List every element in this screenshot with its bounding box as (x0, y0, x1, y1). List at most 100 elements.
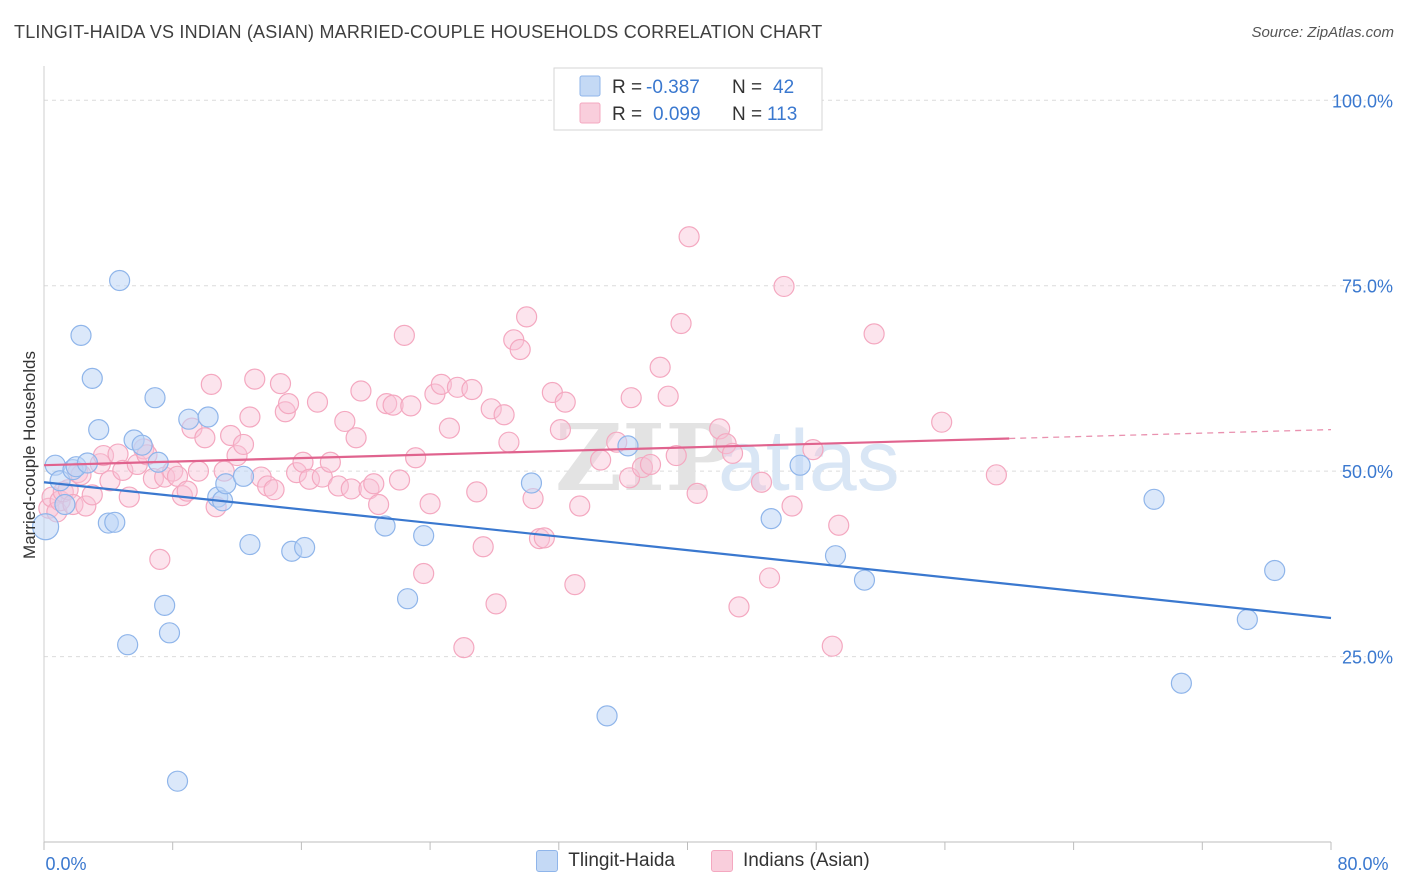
tlingit-haida-point-41 (1170, 672, 1192, 694)
tlingit-haida-point-3 (54, 493, 76, 516)
indians-asian-point-64 (413, 562, 435, 585)
legend-n-label-pink: N = (732, 104, 767, 125)
indians-asian-point-96 (657, 385, 679, 407)
y-tick-label-0: 25.0% (1342, 648, 1393, 668)
tlingit-haida-point-8 (81, 367, 103, 390)
indians-asian-point-106 (758, 567, 781, 589)
legend-r-value-pink: 0.099 (653, 104, 701, 125)
legend-item-tlingit-haida: Tlingit-Haida (536, 850, 675, 872)
indians-asian-point-36 (239, 406, 261, 428)
indians-asian-point-77 (498, 431, 520, 453)
trend-lines (43, 428, 1332, 620)
grid-lines (44, 99, 1366, 658)
indians-asian-point-67 (430, 373, 452, 395)
indians-asian-point-88 (569, 495, 591, 517)
indians-asian-point-51 (334, 410, 356, 433)
indians-asian-point-52 (340, 478, 362, 500)
tlingit-haida-point-13 (117, 634, 139, 656)
y-axis-label: Married-couple Households (20, 351, 39, 559)
x-tick-labels: 0.0% 80.0% (45, 854, 1388, 874)
tlingit-haida-point-21 (178, 408, 200, 430)
indians-asian-point-75 (485, 593, 507, 615)
tlingit-haida-point-38 (824, 545, 847, 567)
y-tick-label-3: 100.0% (1332, 91, 1393, 111)
indians-asian-point-56 (363, 473, 385, 495)
tlingit-haida-point-9 (88, 418, 110, 441)
indians-asian-point-70 (453, 637, 475, 659)
indians-asian-point-107 (773, 275, 795, 298)
tlingit-haida-point-27 (239, 533, 261, 556)
indians-asian-point-35 (232, 433, 255, 456)
tlingit-haida-point-36 (760, 507, 782, 530)
indians-asian-point-33 (220, 424, 242, 447)
indians-asian-point-65 (419, 493, 441, 515)
indians-asian-point-46 (298, 468, 321, 490)
legend-label-tlingit-haida: Tlingit-Haida (568, 850, 675, 871)
axes (43, 66, 1332, 850)
tlingit-haida-point-0 (32, 513, 60, 541)
indians-asian-point-86 (554, 391, 576, 413)
legend-n-label-blue: N = (732, 77, 767, 98)
legend-r-label-pink: R = (612, 104, 647, 125)
legend-item-indians-asian: Indians (Asian) (710, 850, 870, 872)
indians-asian-trend-line-extension (1009, 428, 1332, 440)
tlingit-haida-points (32, 269, 1286, 792)
indians-asian-point-71 (461, 378, 483, 401)
indians-asian-point-85 (549, 418, 572, 441)
indians-asian-point-83 (533, 527, 555, 549)
tlingit-haida-point-35 (617, 435, 639, 457)
indians-asian-point-53 (345, 427, 367, 449)
indians-asian-point-50 (327, 475, 350, 497)
legend-swatch-pink (579, 102, 601, 124)
indians-asian-point-28 (187, 460, 210, 482)
indians-asian-point-73 (472, 536, 494, 558)
tlingit-haida-point-39 (853, 569, 876, 591)
indians-asian-point-63 (405, 447, 427, 469)
indians-asian-point-74 (480, 398, 502, 420)
tlingit-haida-point-43 (1236, 608, 1258, 631)
tlingit-haida-point-37 (789, 454, 811, 476)
indians-asian-point-59 (382, 394, 404, 416)
indians-asian-point-43 (277, 393, 300, 415)
indians-asian-point-104 (728, 596, 750, 618)
stats-legend: R = -0.387 N = 42 R = 0.099 N = 113 (553, 67, 823, 131)
tlingit-haida-point-30 (374, 515, 396, 537)
indians-asian-point-41 (269, 373, 292, 395)
tlingit-haida-point-12 (109, 269, 131, 292)
tlingit-haida-point-25 (215, 473, 237, 495)
indians-asian-point-112 (863, 323, 885, 345)
indians-asian-point-108 (781, 495, 803, 517)
indians-asian-point-49 (319, 451, 341, 473)
indians-asian-point-68 (438, 417, 461, 439)
tlingit-haida-point-20 (166, 770, 189, 792)
y-tick-label-2: 75.0% (1342, 277, 1393, 297)
indians-asian-point-113 (931, 411, 953, 433)
indians-asian-point-9 (75, 495, 97, 517)
tlingit-haida-point-40 (1143, 488, 1165, 510)
x-tick-label-min: 0.0% (45, 854, 86, 874)
indians-asian-point-76 (493, 404, 515, 426)
indians-asian-point-87 (564, 574, 586, 596)
indians-asian-point-80 (516, 306, 538, 328)
y-tick-labels: 25.0% 50.0% 75.0% 100.0% (1332, 91, 1393, 667)
watermark: ZIP atlas (555, 404, 900, 512)
chart-title: TLINGIT-HAIDA VS INDIAN (ASIAN) MARRIED-… (14, 22, 823, 42)
tlingit-haida-point-33 (520, 472, 543, 494)
indians-asian-point-95 (649, 356, 671, 378)
legend-r-label-blue: R = (612, 77, 647, 98)
indians-asian-point-100 (686, 482, 708, 504)
indians-asian-point-29 (194, 427, 216, 449)
indians-asian-points (38, 226, 1007, 659)
indians-asian-point-54 (350, 380, 372, 402)
indians-asian-point-44 (285, 462, 308, 484)
indians-asian-point-47 (306, 391, 329, 413)
indians-asian-point-111 (828, 514, 850, 536)
indians-asian-point-114 (985, 464, 1007, 486)
indians-asian-trend-line (43, 437, 1010, 467)
legend-swatch-blue (579, 75, 601, 97)
indians-asian-point-40 (263, 479, 285, 501)
indians-asian-point-79 (509, 338, 531, 361)
indians-asian-point-98 (670, 312, 692, 335)
tlingit-haida-point-32 (413, 525, 435, 547)
